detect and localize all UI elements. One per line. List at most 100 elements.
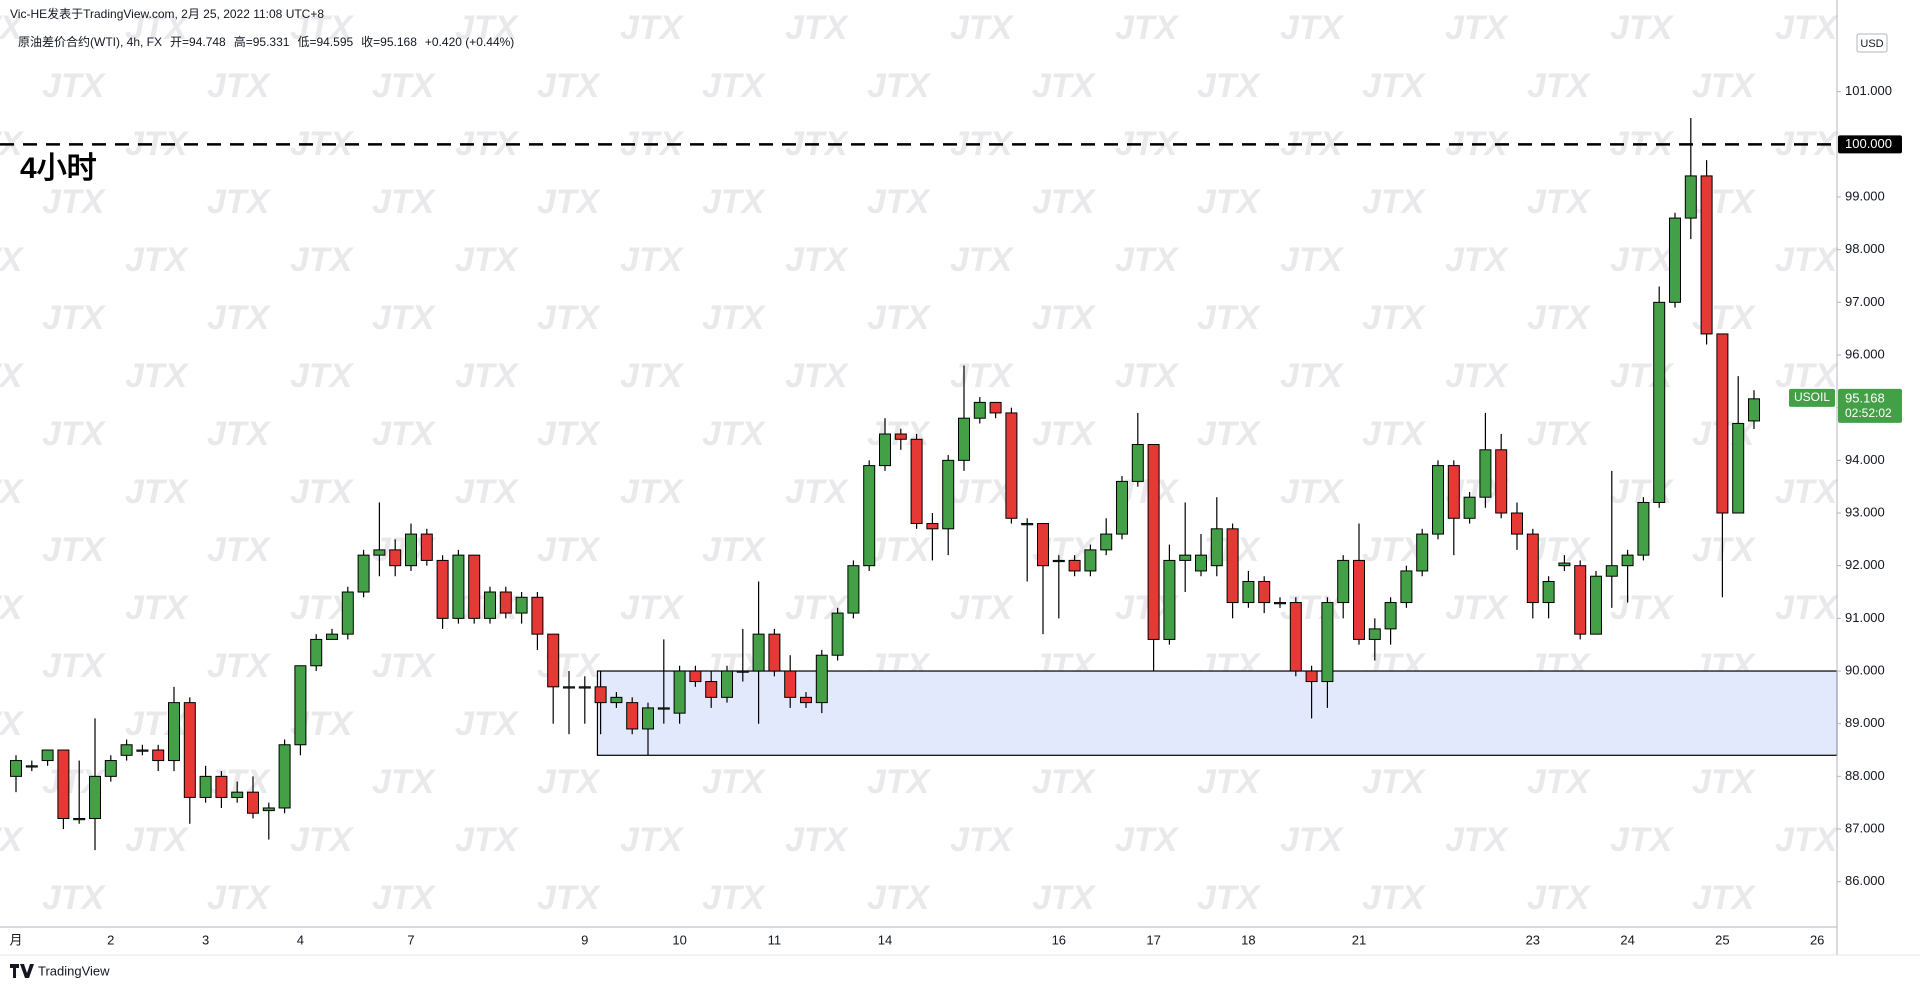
watermark: JTX — [537, 183, 602, 221]
candle-body — [1526, 533, 1539, 604]
candle-body — [152, 749, 165, 762]
watermark: JTX — [950, 9, 1015, 47]
candle-body — [1542, 580, 1555, 604]
candle-body — [863, 465, 876, 567]
watermark: JTX — [1032, 183, 1097, 221]
watermark: JTX — [1527, 763, 1592, 801]
watermark: JTX — [537, 763, 602, 801]
watermark: JTX — [1280, 473, 1345, 511]
watermark: JTX — [1445, 357, 1510, 395]
watermark: JTX — [1362, 763, 1427, 801]
watermark: JTX — [702, 299, 767, 337]
watermark: JTX — [125, 125, 190, 163]
candle-body — [1195, 554, 1207, 572]
watermark: JTX — [1527, 879, 1592, 917]
watermark: JTX — [372, 67, 437, 105]
candle-body — [958, 417, 970, 461]
watermark: JTX — [1280, 357, 1345, 395]
watermark: JTX — [372, 647, 437, 685]
zone — [596, 670, 1838, 756]
candle-body — [942, 459, 955, 530]
candle-body — [25, 765, 38, 768]
watermark: JTX — [1115, 357, 1180, 395]
candle-body — [262, 807, 275, 812]
candle-body — [1621, 554, 1634, 567]
watermark: JTX — [1032, 879, 1097, 917]
candle-body — [610, 696, 623, 704]
currency[interactable]: USD — [1860, 38, 1883, 50]
watermark: JTX — [1692, 879, 1757, 917]
watermark: JTX — [537, 879, 602, 917]
x-tick-label: 2 — [107, 932, 114, 947]
watermark: JTX — [0, 357, 25, 395]
watermark: JTX — [1610, 821, 1675, 859]
candle-body — [57, 749, 70, 819]
watermark: JTX — [702, 415, 767, 453]
watermark: JTX — [1280, 821, 1345, 859]
candle-body — [1416, 533, 1429, 572]
annotation: 4小时 — [20, 152, 97, 185]
candle-body — [1748, 398, 1760, 422]
x-tick-label: 21 — [1352, 932, 1366, 947]
candle-body — [215, 775, 228, 798]
watermark: JTX — [1775, 357, 1840, 395]
legend-item: +0.420 (+0.44%) — [425, 35, 514, 49]
watermark: JTX — [1692, 763, 1757, 801]
candle-body — [357, 554, 370, 593]
candle-body — [136, 749, 149, 752]
candle-body — [594, 686, 607, 704]
candle-body — [657, 707, 670, 710]
footer: TradingView — [38, 963, 110, 978]
candle-body — [1605, 565, 1618, 577]
watermark: JTX — [125, 241, 190, 279]
candle-body — [1700, 175, 1713, 335]
hline-price-box — [1838, 135, 1902, 154]
candle-body — [894, 433, 907, 440]
plot — [0, 117, 1838, 851]
candle-body — [1037, 523, 1049, 567]
watermark: JTX — [1280, 589, 1345, 627]
watermark: JTX — [42, 647, 107, 685]
candle-body — [1274, 602, 1286, 605]
watermark: JTX — [950, 473, 1015, 511]
candle-body — [326, 633, 338, 640]
candle-body — [752, 633, 765, 672]
x-tick-label: 11 — [768, 932, 782, 947]
candle-body — [1131, 444, 1144, 482]
x-tick-label: 月 — [9, 932, 22, 947]
watermark: JTX — [0, 589, 25, 627]
watermark: JTX — [1610, 241, 1675, 279]
y-tick-label: 94.000 — [1845, 452, 1885, 467]
candle-body — [1353, 559, 1365, 640]
watermark: JTX — [0, 705, 25, 743]
watermark: JTX — [207, 531, 272, 569]
watermark: JTX — [537, 299, 602, 337]
candle-body — [231, 791, 244, 798]
watermark: JTX — [950, 821, 1015, 859]
candle-body — [1495, 449, 1508, 514]
candle-body — [626, 702, 639, 730]
candle-body — [1558, 562, 1571, 567]
candle-body — [1732, 422, 1745, 514]
watermark: JTX — [290, 357, 355, 395]
candle-body — [120, 744, 133, 756]
watermark: JTX — [537, 67, 602, 105]
watermark: JTX — [125, 473, 190, 511]
x-tick-label: 16 — [1052, 932, 1066, 947]
watermark: JTX — [867, 531, 932, 569]
watermark: JTX — [125, 589, 190, 627]
candle-body — [420, 533, 433, 561]
watermark: JTX — [1445, 9, 1510, 47]
candle-body — [89, 775, 101, 819]
watermark: JTX — [290, 821, 355, 859]
watermark: JTX — [290, 241, 355, 279]
last-price-box — [1838, 388, 1902, 423]
watermark: JTX — [1362, 299, 1427, 337]
watermark: JTX — [1527, 299, 1592, 337]
legend-item: 高=95.331 — [234, 34, 290, 49]
watermark: JTX — [1115, 125, 1180, 163]
currency-box[interactable] — [1856, 33, 1888, 53]
watermark: JTX — [620, 241, 685, 279]
watermark: JTX — [1197, 415, 1262, 453]
watermark: JTX — [207, 183, 272, 221]
